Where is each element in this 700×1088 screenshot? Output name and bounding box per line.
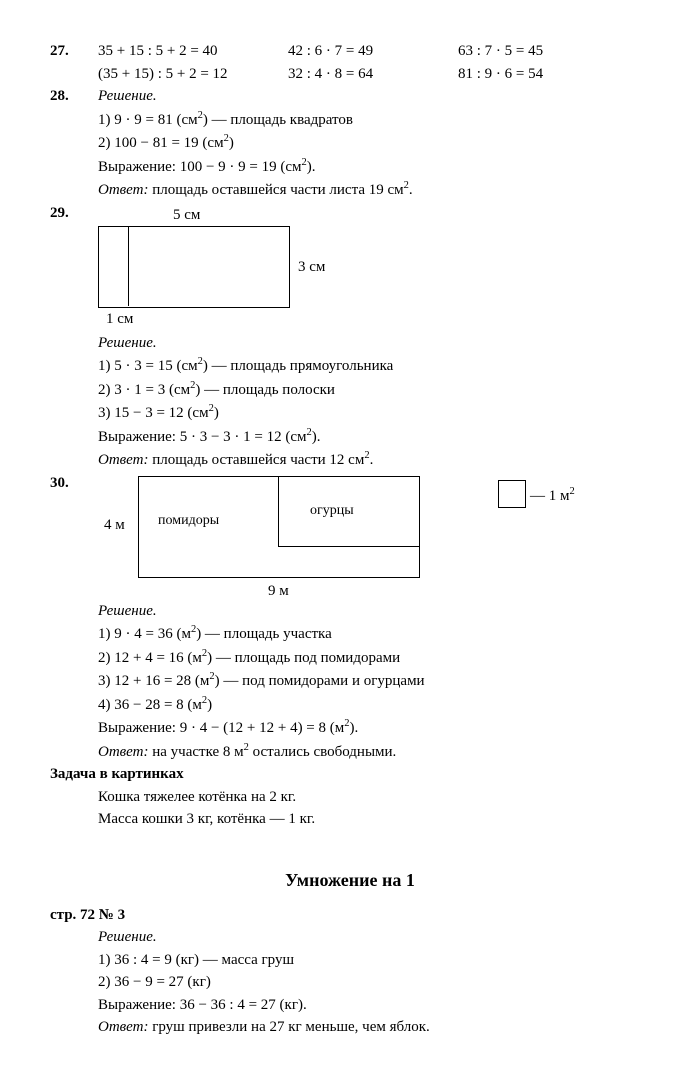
solution-heading: Решение. [98,926,650,949]
label-top: 5 см [173,204,200,227]
problem-28: 28. Решение. 1) 9 · 9 = 81 (см2) — площа… [50,85,650,202]
line: Выражение: 100 − 9 · 9 = 19 (см2). [98,155,650,179]
line: 2) 3 · 1 = 3 (см2) — площадь полоски [98,378,650,402]
legend-label: — 1 м2 [530,484,575,508]
eq: (35 + 15) : 5 + 2 = 12 [98,63,288,86]
label-tomato: помидоры [158,510,219,531]
eq: 32 : 4 · 8 = 64 [288,63,458,86]
solution-heading: Решение. [98,332,650,355]
line: 3) 15 − 3 = 12 (см2) [98,401,650,425]
line: Кошка тяжелее котёнка на 2 кг. [50,786,650,809]
problem-body: Решение. 1) 9 · 9 = 81 (см2) — площадь к… [98,85,650,202]
page-ref: стр. 72 № 3 [50,904,650,927]
eq-row: 35 + 15 : 5 + 2 = 40 42 : 6 · 7 = 49 63 … [98,40,650,63]
problem-body: помидоры огурцы 4 м 9 м — 1 м2 Решение. … [98,472,650,764]
diagram-rect: 5 см 3 см 1 см [98,208,328,328]
problem-29: 29. 5 см 3 см 1 см Решение. 1) 5 · 3 = 1… [50,202,650,472]
line: 2) 36 − 9 = 27 (кг) [98,971,650,994]
label-4m: 4 м [104,514,125,537]
problem-30: 30. помидоры огурцы 4 м 9 м — 1 м2 Решен… [50,472,650,764]
inner-strip [98,226,129,306]
line: Выражение: 9 · 4 − (12 + 12 + 4) = 8 (м2… [98,716,650,740]
line: 2) 100 − 81 = 19 (см2) [98,131,650,155]
eq: 63 : 7 · 5 = 45 [458,40,608,63]
eq: 42 : 6 · 7 = 49 [288,40,458,63]
problem-27: 27. 35 + 15 : 5 + 2 = 40 42 : 6 · 7 = 49… [50,40,650,85]
label-bottom: 1 см [106,308,133,331]
problem-number: 30. [50,472,98,764]
eq-row: (35 + 15) : 5 + 2 = 12 32 : 4 · 8 = 64 8… [98,63,650,86]
label-cucumber: огурцы [310,500,354,521]
problem-body: 35 + 15 : 5 + 2 = 40 42 : 6 · 7 = 49 63 … [98,40,650,85]
solution-heading: Решение. [98,85,650,108]
line: 2) 12 + 4 = 16 (м2) — площадь под помидо… [98,646,650,670]
legend-square [498,480,526,508]
line: Выражение: 36 − 36 : 4 = 27 (кг). [98,994,650,1017]
label-9m: 9 м [268,580,289,603]
line: 1) 5 · 3 = 15 (см2) — площадь прямоуголь… [98,354,650,378]
line: 1) 36 : 4 = 9 (кг) — масса груш [98,949,650,972]
problem-p72-3: стр. 72 № 3 Решение. 1) 36 : 4 = 9 (кг) … [50,904,650,1039]
line: 1) 9 · 9 = 81 (см2) — площадь квадратов [98,108,650,132]
diagram-plot: помидоры огурцы 4 м 9 м — 1 м2 [98,476,598,596]
answer: Ответ: груш привезли на 27 кг меньше, че… [98,1016,650,1039]
problem-number: 28. [50,85,98,202]
problem-number: 27. [50,40,98,85]
section-title: Умножение на 1 [50,867,650,894]
line: Выражение: 5 · 3 − 3 · 1 = 12 (см2). [98,425,650,449]
problem-body: 5 см 3 см 1 см Решение. 1) 5 · 3 = 15 (с… [98,202,650,472]
eq: 81 : 9 · 6 = 54 [458,63,608,86]
label-right: 3 см [298,256,325,279]
problem-number: 29. [50,202,98,472]
picture-problem: Задача в картинках Кошка тяжелее котёнка… [50,763,650,831]
solution-heading: Решение. [98,600,650,623]
eq: 35 + 15 : 5 + 2 = 40 [98,40,288,63]
line: 4) 36 − 28 = 8 (м2) [98,693,650,717]
line: Масса кошки 3 кг, котёнка — 1 кг. [50,808,650,831]
line: 3) 12 + 16 = 28 (м2) — под помидорами и … [98,669,650,693]
answer: Ответ: площадь оставшейся части листа 19… [98,178,650,202]
picture-heading: Задача в картинках [50,763,650,786]
line: 1) 9 · 4 = 36 (м2) — площадь участка [98,622,650,646]
answer: Ответ: площадь оставшейся части 12 см2. [98,448,650,472]
answer: Ответ: на участке 8 м2 остались свободны… [98,740,650,764]
